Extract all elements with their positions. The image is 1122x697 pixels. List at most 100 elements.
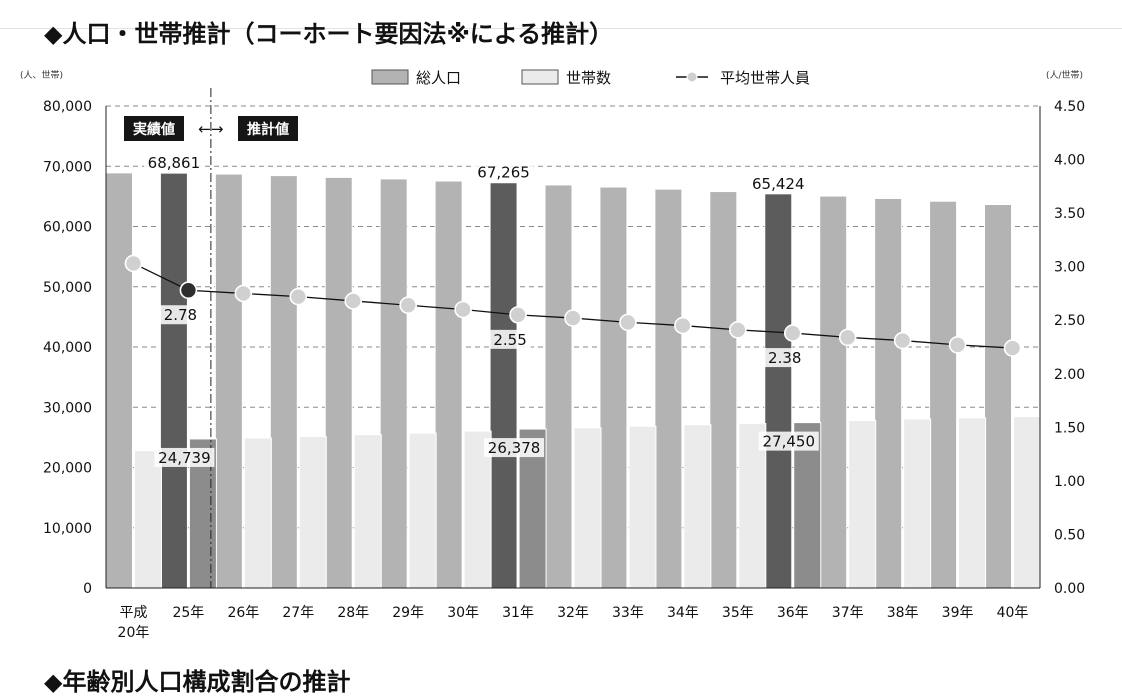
bar-households (353, 434, 382, 589)
bar-total-population (819, 195, 848, 589)
right-tick-label: 0.00 (1054, 581, 1085, 597)
avg-household-size-point (234, 284, 253, 303)
data-label-bg (484, 438, 545, 458)
avg-household-size-point (454, 300, 472, 319)
left-tick-label: 80,000 (43, 99, 92, 115)
left-tick-label: 0 (83, 581, 92, 597)
data-label-bg (473, 162, 534, 182)
avg-household-size-point (674, 316, 692, 335)
left-tick-label: 60,000 (43, 220, 92, 236)
population-value-label: 67,265 (477, 164, 530, 182)
bar-households (408, 432, 437, 589)
bar-total-population (654, 188, 683, 589)
bar-households (628, 425, 657, 589)
x-tick-label: 20年 (118, 625, 150, 641)
x-tick-label: 31年 (502, 605, 534, 621)
avg-household-size-point (509, 306, 527, 324)
left-tick-label: 40,000 (43, 340, 92, 356)
projected-label-box (238, 116, 298, 141)
bar-total-population (159, 172, 188, 589)
legend-swatch (521, 69, 559, 85)
right-tick-label: 1.00 (1054, 474, 1085, 490)
bar-households (1013, 416, 1042, 589)
left-tick-label: 10,000 (43, 521, 92, 537)
bar-total-population (379, 178, 408, 589)
avg-household-size-value-label: 2.55 (493, 331, 526, 349)
bar-total-population (324, 176, 353, 589)
bar-total-population (874, 197, 903, 589)
bar-households (573, 427, 602, 589)
avg-household-size-point (124, 254, 143, 273)
actual-label-box (124, 116, 184, 141)
legend-label: 平均世帯人員 (720, 69, 810, 87)
bar-total-population (489, 182, 518, 589)
x-tick-label: 40年 (997, 605, 1029, 621)
avg-household-size-point (344, 292, 363, 310)
left-tick-label: 20,000 (43, 461, 92, 477)
bar-households (903, 418, 932, 589)
section-heading: ◆人口・世帯推計（コーホート要因法※による推計） (44, 20, 614, 48)
left-tick-label: 50,000 (43, 280, 92, 296)
x-tick-label: 37年 (832, 605, 864, 621)
bar-households (848, 420, 877, 589)
data-label-bg (748, 173, 809, 193)
avg-household-size-point (399, 296, 417, 315)
avg-household-size-value-label: 2.78 (164, 306, 197, 324)
right-tick-label: 2.50 (1054, 313, 1085, 329)
avg-household-size-point (564, 309, 582, 327)
bar-total-population (104, 172, 133, 589)
data-label-bg (758, 431, 819, 451)
avg-household-size-value-label: 2.38 (768, 349, 801, 367)
bar-total-population (434, 180, 463, 589)
x-tick-label: 39年 (942, 605, 974, 621)
legend-point-swatch (686, 71, 698, 83)
right-tick-label: 4.50 (1054, 99, 1085, 115)
avg-household-size-point (179, 281, 198, 300)
avg-household-size-point (1003, 339, 1022, 357)
period-arrow: ←→ (198, 120, 223, 138)
x-tick-label: 34年 (667, 605, 699, 621)
data-label-bg (159, 305, 202, 325)
legend-swatch (371, 69, 409, 85)
right-tick-label: 4.00 (1054, 153, 1085, 169)
x-tick-label: 35年 (722, 605, 754, 621)
x-tick-label: 平成 (119, 605, 147, 621)
avg-household-size-point (289, 287, 308, 306)
bar-total-population (269, 175, 298, 589)
bar-total-population (599, 186, 628, 589)
population-value-label: 68,861 (148, 154, 201, 172)
bar-total-population (709, 191, 738, 589)
x-tick-label: 28年 (337, 605, 369, 621)
data-label-bg (763, 348, 806, 368)
bar-total-population (929, 200, 958, 589)
right-tick-label: 1.50 (1054, 420, 1085, 436)
bar-households (683, 424, 712, 589)
avg-household-size-point (838, 328, 857, 347)
data-label-bg (143, 153, 204, 173)
avg-household-size-point (893, 331, 912, 350)
bar-total-population (764, 193, 793, 589)
avg-household-size-point (948, 336, 967, 354)
x-tick-label: 26年 (227, 605, 259, 621)
right-tick-label: 2.00 (1054, 367, 1085, 383)
right-tick-label: 0.50 (1054, 527, 1085, 543)
avg-household-size-point (783, 324, 802, 342)
bar-total-population (544, 184, 573, 589)
projected-label: 推計値 (247, 121, 289, 138)
avg-household-size-point (619, 313, 637, 332)
bar-households (958, 417, 987, 589)
households-value-label: 27,450 (763, 433, 816, 451)
left-axis-unit: (人、世帯) (20, 69, 63, 81)
bar-households (243, 437, 272, 589)
left-tick-label: 30,000 (43, 400, 92, 416)
x-tick-label: 30年 (447, 605, 479, 621)
legend-label: 総人口 (416, 69, 461, 87)
population-value-label: 65,424 (752, 175, 805, 193)
left-tick-label: 70,000 (43, 159, 92, 175)
households-value-label: 26,378 (488, 439, 541, 457)
bar-total-population (984, 204, 1013, 589)
x-tick-label: 33年 (612, 605, 644, 621)
right-axis-unit: (人/世帯) (1046, 69, 1083, 81)
top-divider (0, 28, 1122, 29)
x-tick-label: 29年 (392, 605, 424, 621)
